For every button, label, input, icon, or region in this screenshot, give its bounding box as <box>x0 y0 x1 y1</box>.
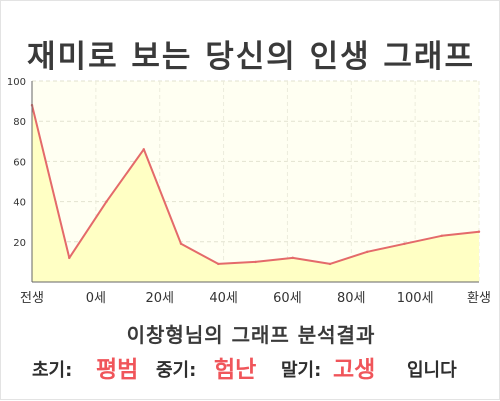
data-point <box>142 148 145 151</box>
data-points <box>30 103 481 266</box>
data-point <box>291 256 294 260</box>
data-point <box>440 234 443 237</box>
life-area-fill <box>32 105 479 282</box>
verdict-row: 초기: 평범 중기: 험난 말기: 고생 입니다 <box>1 347 500 383</box>
y-tick-labels: 20 40 60 80 100 <box>7 77 26 249</box>
late-value: 고생 <box>333 357 376 383</box>
data-point <box>366 250 369 254</box>
y-tick-label: 100 <box>7 77 26 88</box>
x-tick-label: 40세 <box>209 291 238 306</box>
mid-label: 중기: <box>156 360 197 381</box>
x-tick-labels: 전생 0세 20세 40세 60세 80세 100세 환생 <box>20 291 491 306</box>
x-tick-label: 0세 <box>86 291 106 306</box>
y-tick-label: 40 <box>13 198 26 209</box>
early-label: 초기: <box>32 360 73 381</box>
analysis-caption: 이창형님의 그래프 분석결과 <box>126 323 376 347</box>
data-point <box>179 242 183 246</box>
mid-value: 험난 <box>214 357 257 383</box>
x-tick-label: 60세 <box>273 291 302 306</box>
data-point <box>477 230 481 233</box>
y-tick-label: 20 <box>13 238 26 249</box>
data-point <box>328 262 332 266</box>
y-tick-label: 60 <box>13 157 26 168</box>
verdict-suffix: 입니다 <box>407 360 457 381</box>
x-tick-label: 80세 <box>337 291 366 306</box>
x-tick-label: 100세 <box>397 291 434 306</box>
data-point <box>254 260 257 264</box>
data-point <box>403 242 406 246</box>
y-tick-label: 80 <box>13 117 26 128</box>
page-title: 재미로 보는 당신의 인생 그래프 <box>27 39 475 75</box>
late-label: 말기: <box>281 360 322 381</box>
x-tick-label: 전생 <box>20 291 44 306</box>
data-point <box>68 256 71 260</box>
data-point <box>105 200 108 203</box>
x-tick-label: 환생 <box>467 291 491 306</box>
grid-lines <box>31 80 480 282</box>
data-point <box>217 262 220 266</box>
axes <box>31 81 479 283</box>
early-value: 평범 <box>96 357 139 383</box>
x-tick-label: 20세 <box>145 291 174 306</box>
